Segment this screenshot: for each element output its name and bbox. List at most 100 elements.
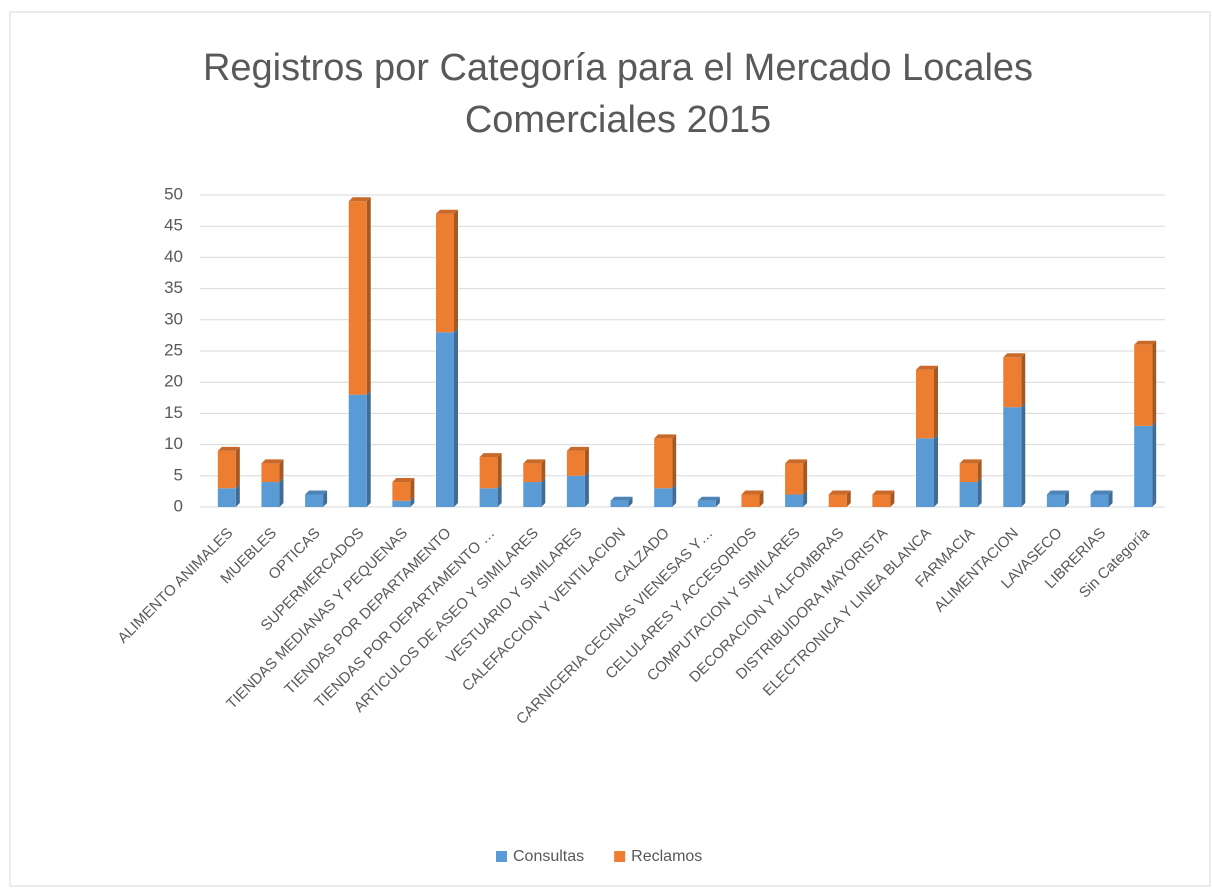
bar-segment <box>828 490 851 507</box>
bar-front <box>479 488 498 507</box>
bar-side <box>410 496 415 507</box>
bar-front <box>261 482 280 507</box>
bar-segment <box>1090 490 1113 507</box>
bar-segment <box>479 453 502 489</box>
bar-top <box>959 459 982 464</box>
bar-front <box>217 488 236 507</box>
bar-side <box>541 478 546 507</box>
bar-front <box>436 213 454 333</box>
bar-segment <box>436 209 458 333</box>
bar-segment <box>785 459 808 495</box>
bar-segment <box>741 490 764 507</box>
bar-front <box>566 450 585 476</box>
bar-side <box>803 490 808 507</box>
bar-top <box>654 434 677 439</box>
bar-segment <box>392 496 415 507</box>
bar-front <box>916 369 934 439</box>
bar-segment <box>1003 353 1026 408</box>
bar-segment <box>523 459 546 483</box>
bar-side <box>454 328 458 507</box>
bar-front <box>305 494 324 507</box>
bar-segment <box>305 490 328 507</box>
bar-top <box>348 197 371 202</box>
bar-front <box>654 488 673 507</box>
y-tick-label: 10 <box>164 434 183 453</box>
bar-side <box>323 490 328 507</box>
bar-side <box>366 197 371 395</box>
bar-front <box>654 438 673 489</box>
y-tick-label: 15 <box>164 403 183 422</box>
bar-top <box>1134 340 1157 345</box>
bar-front <box>697 500 716 507</box>
bar-segment <box>261 478 284 507</box>
y-tick-label: 0 <box>174 496 183 515</box>
y-tick-label: 30 <box>164 309 183 328</box>
bar-side <box>279 478 284 507</box>
bar-top <box>741 490 764 495</box>
bar-side <box>672 484 677 507</box>
bar-front <box>566 475 585 507</box>
bar-segment <box>566 471 589 507</box>
bar-top <box>1090 490 1113 495</box>
y-tick-label: 5 <box>174 465 183 484</box>
y-tick-label: 20 <box>164 372 183 391</box>
bar-front <box>785 463 804 495</box>
bar-segment <box>872 490 895 507</box>
bar-front <box>1090 494 1109 507</box>
bar-side <box>1152 340 1157 426</box>
bar-front <box>217 450 236 489</box>
bar-front <box>785 494 804 507</box>
bar-side <box>672 434 677 489</box>
bar-side <box>890 490 895 507</box>
bar-segment <box>785 490 808 507</box>
y-tick-label: 40 <box>164 247 183 266</box>
bar-segment <box>1003 403 1026 507</box>
bar-top <box>305 490 328 495</box>
bar-front <box>479 457 498 489</box>
bar-front <box>261 463 280 483</box>
bar-front <box>392 482 411 501</box>
bar-side <box>1064 490 1069 507</box>
bar-side <box>410 478 415 501</box>
legend-label: Consultas <box>513 848 584 865</box>
bar-segment <box>217 446 240 489</box>
bar-top <box>566 446 589 451</box>
bar-top <box>785 459 808 464</box>
bar-front <box>828 494 847 507</box>
bar-side <box>366 390 371 507</box>
bar-top <box>436 209 458 214</box>
y-tick-label: 50 <box>164 184 183 203</box>
bar-side <box>977 478 982 507</box>
bar-top <box>610 496 633 501</box>
legend-label: Reclamos <box>631 848 702 865</box>
bar-top <box>523 459 546 464</box>
bar-segment <box>654 484 677 507</box>
bar-side <box>454 209 458 333</box>
bar-front <box>1003 357 1022 408</box>
bar-segment <box>392 478 415 501</box>
y-tick-label: 25 <box>164 340 183 359</box>
bar-front <box>523 482 542 507</box>
legend-swatch <box>614 851 626 862</box>
bar-front <box>916 438 934 507</box>
bar-top <box>872 490 895 495</box>
bar-front <box>959 482 978 507</box>
bar-front <box>1003 407 1022 507</box>
bar-segment <box>1046 490 1069 507</box>
bar-segment <box>348 390 371 507</box>
bar-segment <box>1134 421 1157 507</box>
y-tick-label: 45 <box>164 216 183 235</box>
bar-side <box>1152 421 1157 507</box>
bar-top <box>1046 490 1069 495</box>
chart-title: Registros por Categoría para el Mercado … <box>203 47 1033 89</box>
bar-front <box>348 201 367 395</box>
legend-swatch <box>496 851 507 862</box>
bar-segment <box>436 328 458 507</box>
bar-side <box>846 490 851 507</box>
bar-side <box>934 434 938 507</box>
bar-top <box>697 496 720 501</box>
bar-segment <box>217 484 240 507</box>
bar-front <box>959 463 978 483</box>
bar-top <box>217 446 240 451</box>
